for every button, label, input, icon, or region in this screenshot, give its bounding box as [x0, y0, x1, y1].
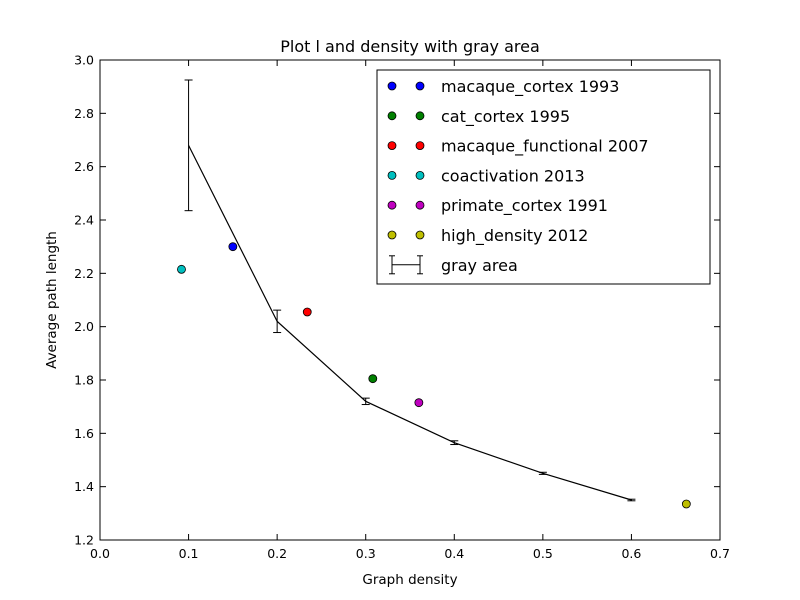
legend-label: primate_cortex 1991	[441, 196, 608, 216]
legend-label: high_density 2012	[441, 226, 588, 246]
legend-marker	[415, 111, 425, 121]
legend-marker	[415, 170, 425, 180]
x-tick-label: 0.1	[179, 546, 199, 561]
gray-area-line	[188, 145, 632, 501]
legend-marker	[387, 141, 397, 151]
data-point	[302, 307, 312, 317]
legend-marker	[387, 200, 397, 210]
ticks-layer: 0.0 0.1 0.2 0.3 0.4 0.5 0.6 0.7 1.2 1.4 1.6 1.8 2.0 2…	[74, 53, 730, 562]
y-tick-label: 2.4	[74, 213, 94, 228]
legend-marker	[387, 111, 397, 121]
data-point	[368, 374, 378, 384]
legend-marker	[387, 230, 397, 240]
y-tick-label: 2.0	[74, 319, 94, 334]
y-tick-label: 3.0	[74, 53, 94, 68]
y-tick-label: 2.6	[74, 159, 94, 174]
x-axis-label: Graph density	[362, 572, 457, 588]
x-tick-label: 0.6	[621, 546, 641, 561]
legend-box	[376, 69, 711, 285]
data-point	[228, 242, 238, 252]
legend-marker	[387, 81, 397, 91]
legend-label: coactivation 2013	[441, 166, 585, 185]
x-tick-label: 0.4	[444, 546, 464, 561]
legend: macaque_cortex 1993 cat_cortex 1995 macaqu…	[376, 69, 711, 285]
legend-marker	[387, 170, 397, 180]
legend-marker	[415, 230, 425, 240]
x-tick-label: 0.3	[356, 546, 376, 561]
data-point	[681, 499, 691, 509]
x-tick-label: 0.7	[710, 546, 730, 561]
legend-label: cat_cortex 1995	[441, 107, 570, 127]
legend-marker	[415, 200, 425, 210]
data-point	[414, 398, 424, 408]
y-tick-label: 2.8	[74, 106, 94, 121]
legend-marker	[415, 141, 425, 151]
y-axis-label: Average path length	[44, 231, 60, 369]
legend-label: macaque_functional 2007	[441, 137, 649, 157]
x-tick-label: 0.2	[267, 546, 287, 561]
x-tick-label: 0.5	[533, 546, 553, 561]
y-tick-label: 1.8	[74, 373, 94, 388]
y-tick-label: 1.6	[74, 426, 94, 441]
chart-title: Plot l and density with gray area	[280, 37, 540, 56]
plot-frame	[99, 59, 721, 541]
legend-label: macaque_cortex 1993	[441, 77, 619, 97]
data-point	[177, 264, 186, 274]
y-tick-label: 2.2	[74, 266, 94, 281]
x-tick-label: 0.0	[90, 546, 110, 561]
y-tick-label: 1.2	[74, 533, 94, 548]
series-layer	[177, 79, 691, 509]
legend-label: gray area	[441, 256, 518, 275]
legend-marker	[415, 81, 425, 91]
y-tick-label: 1.4	[74, 479, 94, 494]
